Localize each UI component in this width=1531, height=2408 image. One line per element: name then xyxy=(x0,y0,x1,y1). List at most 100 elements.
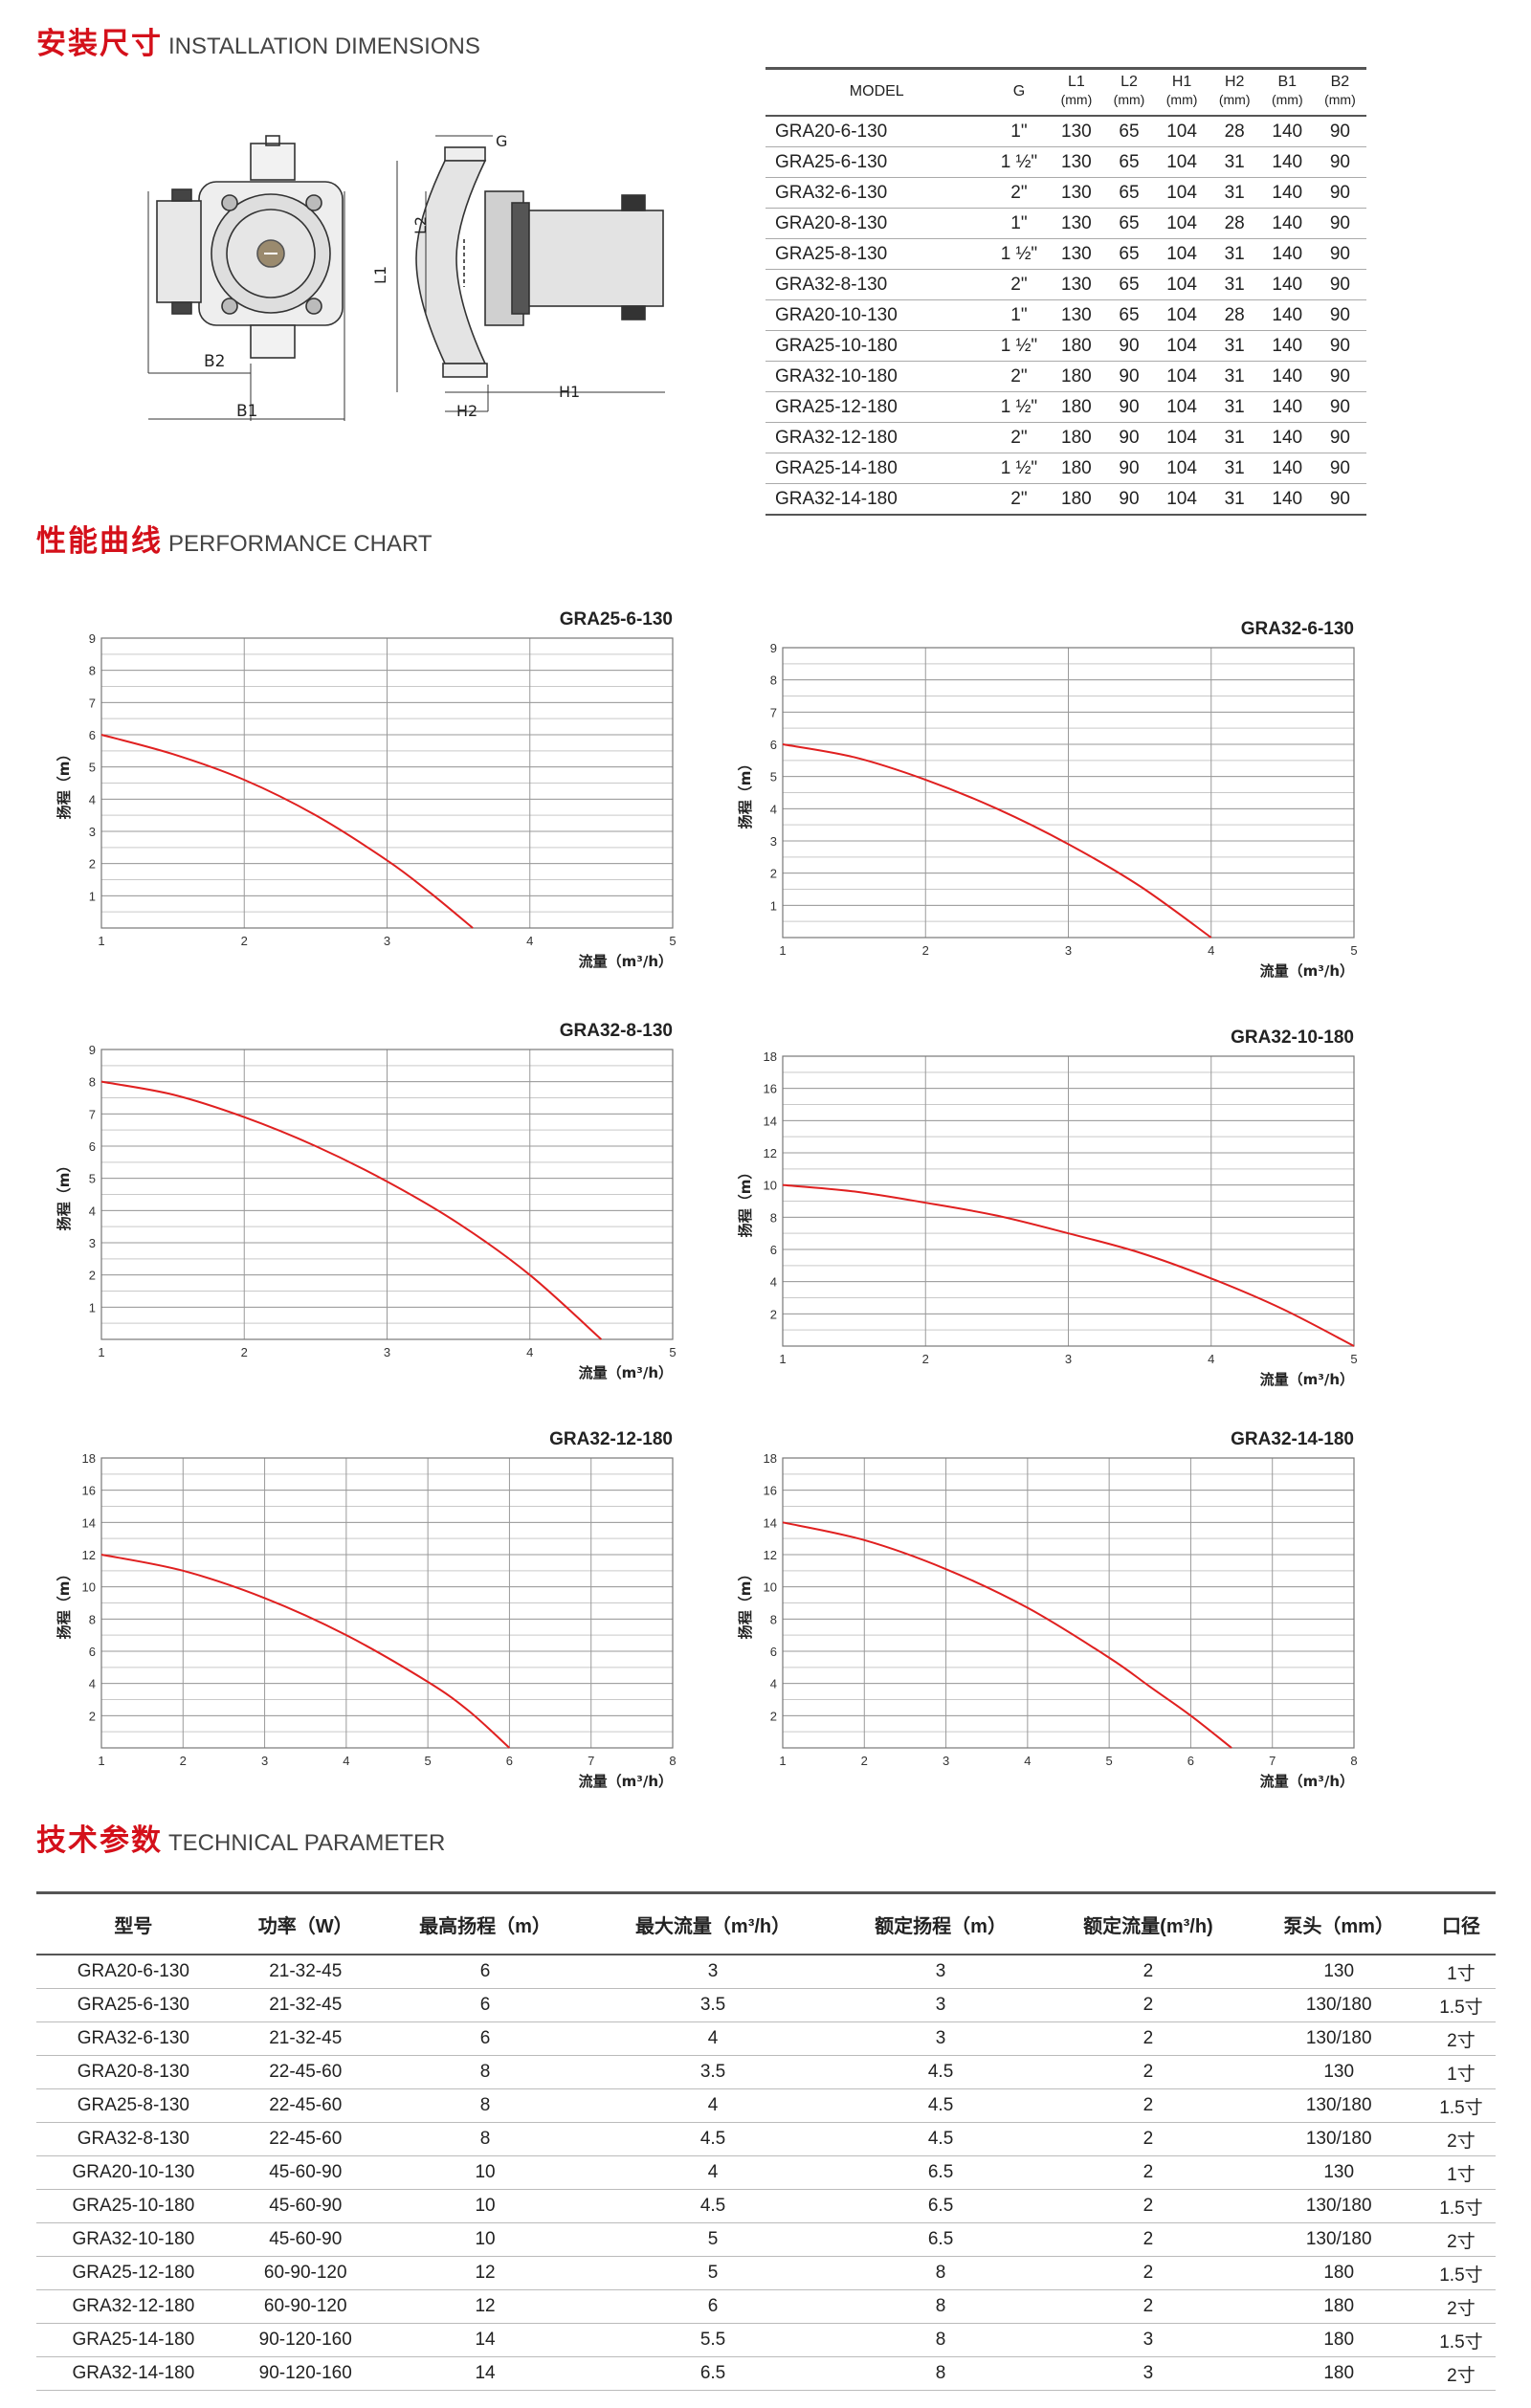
dim-header-name: L2 xyxy=(1121,74,1138,90)
table-row: GRA25-10-180 1 ½" 180 90 104 31 140 90 xyxy=(766,330,1366,362)
table-cell: 1 ½" xyxy=(987,453,1051,484)
table-cell: 104 xyxy=(1155,146,1209,178)
table-cell: 180 xyxy=(1050,391,1103,423)
y-tick-label: 9 xyxy=(770,641,777,655)
table-cell: 2 xyxy=(1045,2189,1252,2223)
table-cell: 8 xyxy=(835,2323,1046,2357)
table-cell: 1 ½" xyxy=(987,391,1051,423)
x-tick-label: 7 xyxy=(588,1754,594,1768)
table-cell: 130 xyxy=(1251,2055,1427,2089)
performance-chart-gra32-8-130: 1 2 3 4 5 6 7 8 9 1 2 3 4 5 GRA32-8-130 流量（m³/h） 扬程（m） xyxy=(36,1000,716,1402)
dim-label-b1: B1 xyxy=(236,402,258,421)
y-tick-label: 10 xyxy=(764,1580,777,1595)
tech-header-cell: 最高扬程（m） xyxy=(380,1891,590,1955)
x-tick-label: 2 xyxy=(922,1352,929,1366)
section-title-en: PERFORMANCE CHART xyxy=(168,531,433,557)
table-cell: 4.5 xyxy=(835,2055,1046,2089)
table-cell: 2" xyxy=(987,422,1051,453)
dim-header-name: B1 xyxy=(1277,74,1298,90)
x-tick-label: 3 xyxy=(1065,1352,1072,1366)
table-row: GRA20-10-130 1" 130 65 104 28 140 90 xyxy=(766,299,1366,331)
y-tick-label: 14 xyxy=(82,1515,96,1530)
table-cell: 6.5 xyxy=(589,2356,836,2391)
x-tick-label: 2 xyxy=(922,943,929,958)
x-tick-label: 5 xyxy=(1350,1352,1357,1366)
y-tick-label: 7 xyxy=(89,1107,96,1121)
table-cell: 90 xyxy=(1313,177,1366,209)
table-cell: 3 xyxy=(835,1955,1046,1989)
y-tick-label: 8 xyxy=(89,664,96,678)
x-tick-label: 3 xyxy=(1065,943,1072,958)
table-cell: 140 xyxy=(1260,299,1314,331)
x-tick-label: 5 xyxy=(669,934,676,948)
table-cell: GRA20-10-130 xyxy=(36,2155,231,2190)
table-cell: 130 xyxy=(1050,238,1103,270)
table-cell: 65 xyxy=(1102,116,1156,147)
section-title-zh: 性能曲线 xyxy=(36,524,163,559)
y-tick-label: 5 xyxy=(770,770,777,784)
y-tick-label: 7 xyxy=(89,696,96,710)
table-cell: 90 xyxy=(1313,483,1366,516)
x-tick-label: 4 xyxy=(1208,1352,1214,1366)
table-cell: 65 xyxy=(1102,208,1156,239)
table-cell: 2寸 xyxy=(1426,2289,1496,2324)
table-cell: 1.5寸 xyxy=(1426,1988,1496,2022)
table-cell: GRA25-10-180 xyxy=(766,330,988,362)
table-cell: 90 xyxy=(1313,330,1366,362)
table-cell: 130 xyxy=(1050,269,1103,300)
tech-header-cell: 额定扬程（m） xyxy=(835,1891,1046,1955)
y-tick-label: 10 xyxy=(82,1580,96,1595)
table-cell: GRA25-12-180 xyxy=(766,391,988,423)
performance-chart-gra25-6-130: 1 2 3 4 5 6 7 8 9 1 2 3 4 5 GRA25-6-130 流量（m³/h） 扬程（m） xyxy=(36,588,716,990)
table-cell: 8 xyxy=(380,2055,590,2089)
y-tick-label: 16 xyxy=(764,1082,777,1096)
y-axis-label: 扬程（m） xyxy=(737,1165,754,1238)
tech-header-cell: 功率（W） xyxy=(230,1891,381,1955)
y-tick-label: 6 xyxy=(89,728,96,742)
performance-curve xyxy=(782,1521,1232,1749)
section-title-en: TECHNICAL PARAMETER xyxy=(168,1830,446,1856)
dim-header-g: G xyxy=(987,67,1051,117)
table-cell: 140 xyxy=(1260,391,1314,423)
table-cell: 6 xyxy=(380,1955,590,1989)
table-cell: GRA25-8-130 xyxy=(766,238,988,270)
x-tick-label: 2 xyxy=(241,1345,248,1359)
table-cell: 1.5寸 xyxy=(1426,2323,1496,2357)
dimension-table-header: MODEL G L1 (mm) L2 (mm) H1 (mm) H2 (mm) B1 (mm) B2 (m… xyxy=(766,67,1366,117)
table-cell: 31 xyxy=(1208,361,1261,392)
table-row: GRA25-10-180 45-60-90 10 4.5 6.5 2 130/180 1.5寸 xyxy=(36,2189,1496,2223)
chart-title: GRA25-6-130 xyxy=(560,609,673,630)
y-tick-label: 18 xyxy=(764,1451,777,1466)
y-tick-label: 16 xyxy=(764,1484,777,1498)
y-tick-label: 1 xyxy=(89,889,96,903)
table-cell: 130/180 xyxy=(1251,2122,1427,2156)
table-cell: 104 xyxy=(1155,269,1209,300)
table-cell: 3 xyxy=(589,1955,836,1989)
dim-header-unit: (mm) xyxy=(1060,92,1093,107)
x-tick-label: 3 xyxy=(384,1345,390,1359)
y-tick-label: 2 xyxy=(89,1709,96,1723)
section-installation-header: 安装尺寸 INSTALLATION DIMENSIONS xyxy=(36,19,480,62)
table-cell: 5 xyxy=(589,2222,836,2257)
y-tick-label: 14 xyxy=(764,1114,777,1128)
table-cell: 180 xyxy=(1251,2256,1427,2290)
table-cell: 130 xyxy=(1050,146,1103,178)
table-cell: 4.5 xyxy=(835,2122,1046,2156)
performance-chart-gra32-6-130: 1 2 3 4 5 6 7 8 9 1 2 3 4 5 GRA32-6-130 流量（m³/h） 扬程（m） xyxy=(718,598,1397,1000)
table-cell: 1" xyxy=(987,299,1051,331)
table-cell: 90 xyxy=(1313,361,1366,392)
table-cell: 90-120-160 xyxy=(230,2323,381,2357)
table-cell: 104 xyxy=(1155,330,1209,362)
table-row: GRA25-8-130 1 ½" 130 65 104 31 140 90 xyxy=(766,238,1366,270)
y-tick-label: 6 xyxy=(89,1139,96,1154)
table-row: GRA32-10-180 45-60-90 10 5 6.5 2 130/180 2寸 xyxy=(36,2222,1496,2257)
table-cell: 180 xyxy=(1050,422,1103,453)
table-row: GRA25-6-130 1 ½" 130 65 104 31 140 90 xyxy=(766,146,1366,178)
table-cell: 1" xyxy=(987,116,1051,147)
table-cell: 65 xyxy=(1102,177,1156,209)
table-cell: 130/180 xyxy=(1251,2021,1427,2056)
table-cell: 180 xyxy=(1251,2289,1427,2324)
dim-header-unit: (mm) xyxy=(1165,92,1198,107)
dim-header-l2: L2 (mm) xyxy=(1102,67,1156,117)
chart-svg: 1 2 3 4 5 6 7 8 9 1 2 3 4 5 GRA32-8-130 流量（m³/h） 扬程（m） xyxy=(55,1021,677,1381)
